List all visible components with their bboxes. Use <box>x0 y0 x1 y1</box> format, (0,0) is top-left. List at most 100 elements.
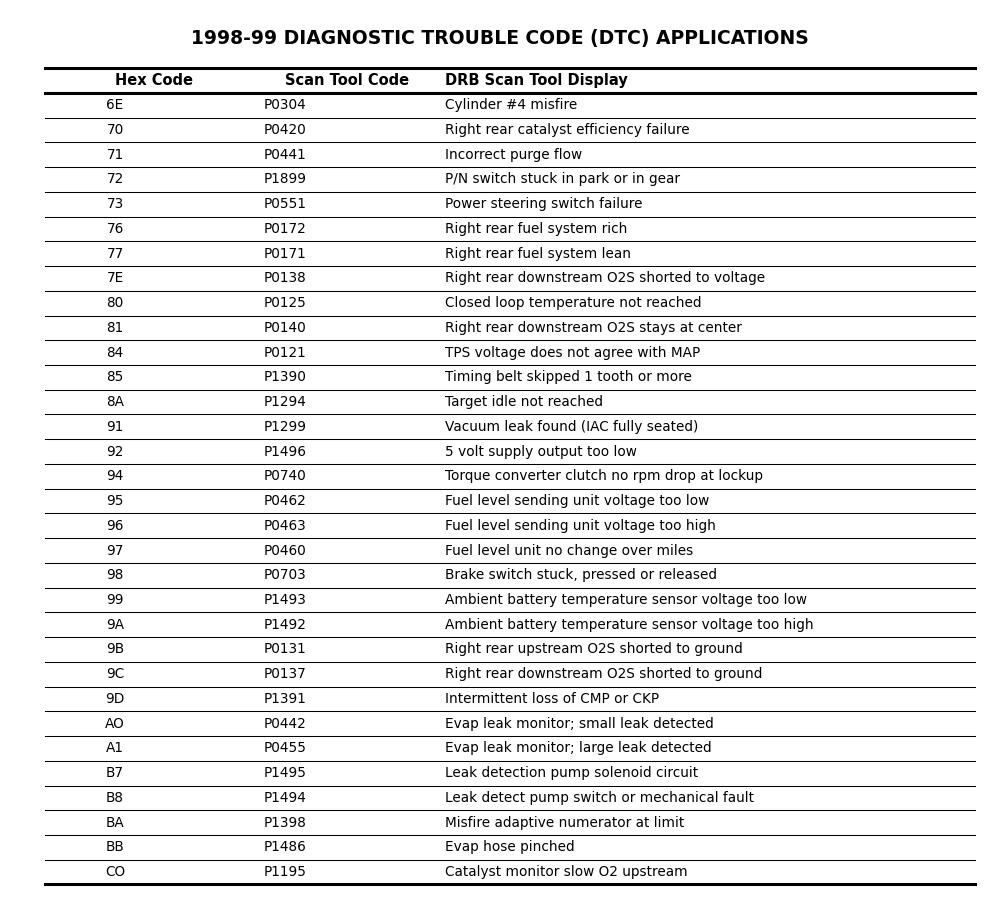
Text: P1391: P1391 <box>264 692 306 706</box>
Text: P0140: P0140 <box>264 321 306 335</box>
Text: P0703: P0703 <box>264 568 306 582</box>
Text: Vacuum leak found (IAC fully seated): Vacuum leak found (IAC fully seated) <box>445 420 698 434</box>
Text: BB: BB <box>106 840 124 854</box>
Text: P0442: P0442 <box>264 717 306 731</box>
Text: Incorrect purge flow: Incorrect purge flow <box>445 148 582 161</box>
Text: Scan Tool Code: Scan Tool Code <box>285 73 409 88</box>
Text: 8A: 8A <box>106 395 124 409</box>
Text: P0171: P0171 <box>264 247 306 261</box>
Text: 77: 77 <box>106 247 124 261</box>
Text: Fuel level sending unit voltage too low: Fuel level sending unit voltage too low <box>445 494 709 508</box>
Text: P1496: P1496 <box>264 445 306 458</box>
Text: 73: 73 <box>106 197 124 211</box>
Text: P1492: P1492 <box>264 618 306 631</box>
Text: 76: 76 <box>106 222 124 236</box>
Text: P0740: P0740 <box>264 469 306 483</box>
Text: P0460: P0460 <box>264 544 306 558</box>
Text: B8: B8 <box>106 791 124 805</box>
Text: Fuel level sending unit voltage too high: Fuel level sending unit voltage too high <box>445 518 716 533</box>
Text: Torque converter clutch no rpm drop at lockup: Torque converter clutch no rpm drop at l… <box>445 469 763 483</box>
Text: 85: 85 <box>106 370 124 385</box>
Text: Right rear downstream O2S shorted to ground: Right rear downstream O2S shorted to gro… <box>445 667 762 681</box>
Text: Power steering switch failure: Power steering switch failure <box>445 197 642 211</box>
Text: 9D: 9D <box>105 692 125 706</box>
Text: Target idle not reached: Target idle not reached <box>445 395 603 409</box>
Text: Leak detect pump switch or mechanical fault: Leak detect pump switch or mechanical fa… <box>445 791 754 805</box>
Text: 1998-99 DIAGNOSTIC TROUBLE CODE (DTC) APPLICATIONS: 1998-99 DIAGNOSTIC TROUBLE CODE (DTC) AP… <box>191 29 809 48</box>
Text: Right rear downstream O2S stays at center: Right rear downstream O2S stays at cente… <box>445 321 742 335</box>
Text: Right rear fuel system rich: Right rear fuel system rich <box>445 222 627 236</box>
Text: P0420: P0420 <box>264 123 306 137</box>
Text: P1299: P1299 <box>264 420 306 434</box>
Text: DRB Scan Tool Display: DRB Scan Tool Display <box>445 73 628 88</box>
Text: P0463: P0463 <box>264 518 306 533</box>
Text: 81: 81 <box>106 321 124 335</box>
Text: P1495: P1495 <box>264 766 306 780</box>
Text: Right rear catalyst efficiency failure: Right rear catalyst efficiency failure <box>445 123 690 137</box>
Text: BA: BA <box>106 815 124 830</box>
Text: TPS voltage does not agree with MAP: TPS voltage does not agree with MAP <box>445 345 700 360</box>
Text: P0441: P0441 <box>264 148 306 161</box>
Text: 96: 96 <box>106 518 124 533</box>
Text: Cylinder #4 misfire: Cylinder #4 misfire <box>445 99 577 112</box>
Text: P/N switch stuck in park or in gear: P/N switch stuck in park or in gear <box>445 172 680 187</box>
Text: 5 volt supply output too low: 5 volt supply output too low <box>445 445 637 458</box>
Text: Right rear upstream O2S shorted to ground: Right rear upstream O2S shorted to groun… <box>445 642 743 657</box>
Text: Right rear fuel system lean: Right rear fuel system lean <box>445 247 631 261</box>
Text: Evap leak monitor; small leak detected: Evap leak monitor; small leak detected <box>445 717 714 731</box>
Text: P1195: P1195 <box>264 865 306 879</box>
Text: P1390: P1390 <box>264 370 306 385</box>
Text: 94: 94 <box>106 469 124 483</box>
Text: Misfire adaptive numerator at limit: Misfire adaptive numerator at limit <box>445 815 684 830</box>
Text: Catalyst monitor slow O2 upstream: Catalyst monitor slow O2 upstream <box>445 865 688 879</box>
Text: Right rear downstream O2S shorted to voltage: Right rear downstream O2S shorted to vol… <box>445 272 765 285</box>
Text: P0121: P0121 <box>264 345 306 360</box>
Text: 80: 80 <box>106 296 124 310</box>
Text: Leak detection pump solenoid circuit: Leak detection pump solenoid circuit <box>445 766 698 780</box>
Text: P1398: P1398 <box>264 815 306 830</box>
Text: 92: 92 <box>106 445 124 458</box>
Text: 70: 70 <box>106 123 124 137</box>
Text: 84: 84 <box>106 345 124 360</box>
Text: P0137: P0137 <box>264 667 306 681</box>
Text: P1493: P1493 <box>264 593 306 607</box>
Text: 95: 95 <box>106 494 124 508</box>
Text: Evap leak monitor; large leak detected: Evap leak monitor; large leak detected <box>445 742 712 755</box>
Text: 6E: 6E <box>106 99 124 112</box>
Text: P0551: P0551 <box>264 197 306 211</box>
Text: Ambient battery temperature sensor voltage too high: Ambient battery temperature sensor volta… <box>445 618 814 631</box>
Text: P0455: P0455 <box>264 742 306 755</box>
Text: 97: 97 <box>106 544 124 558</box>
Text: P1494: P1494 <box>264 791 306 805</box>
Text: A1: A1 <box>106 742 124 755</box>
Text: P0125: P0125 <box>264 296 306 310</box>
Text: P0304: P0304 <box>264 99 306 112</box>
Text: P0131: P0131 <box>264 642 306 657</box>
Text: 9A: 9A <box>106 618 124 631</box>
Text: Fuel level unit no change over miles: Fuel level unit no change over miles <box>445 544 693 558</box>
Text: Brake switch stuck, pressed or released: Brake switch stuck, pressed or released <box>445 568 717 582</box>
Text: Intermittent loss of CMP or CKP: Intermittent loss of CMP or CKP <box>445 692 659 706</box>
Text: Timing belt skipped 1 tooth or more: Timing belt skipped 1 tooth or more <box>445 370 692 385</box>
Text: 72: 72 <box>106 172 124 187</box>
Text: 71: 71 <box>106 148 124 161</box>
Text: P0138: P0138 <box>264 272 306 285</box>
Text: 99: 99 <box>106 593 124 607</box>
Text: 7E: 7E <box>106 272 124 285</box>
Text: P1486: P1486 <box>264 840 306 854</box>
Text: AO: AO <box>105 717 125 731</box>
Text: P0462: P0462 <box>264 494 306 508</box>
Text: Closed loop temperature not reached: Closed loop temperature not reached <box>445 296 702 310</box>
Text: B7: B7 <box>106 766 124 780</box>
Text: 91: 91 <box>106 420 124 434</box>
Text: 98: 98 <box>106 568 124 582</box>
Text: P1294: P1294 <box>264 395 306 409</box>
Text: Hex Code: Hex Code <box>115 73 193 88</box>
Text: Evap hose pinched: Evap hose pinched <box>445 840 575 854</box>
Text: 9C: 9C <box>106 667 124 681</box>
Text: 9B: 9B <box>106 642 124 657</box>
Text: Ambient battery temperature sensor voltage too low: Ambient battery temperature sensor volta… <box>445 593 807 607</box>
Text: P1899: P1899 <box>264 172 306 187</box>
Text: P0172: P0172 <box>264 222 306 236</box>
Text: CO: CO <box>105 865 125 879</box>
